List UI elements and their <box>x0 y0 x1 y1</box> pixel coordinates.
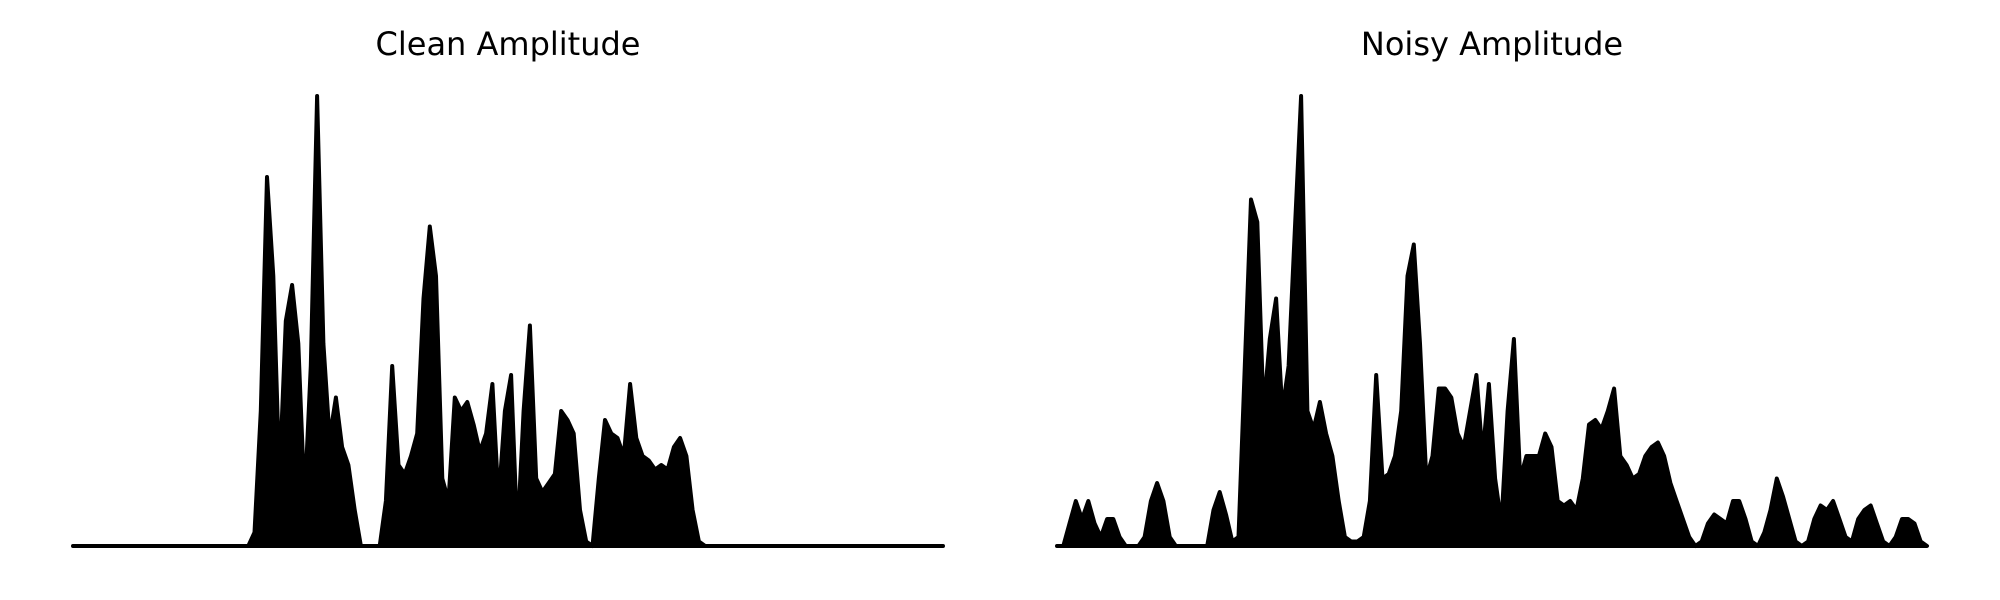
amplitude-area <box>71 94 945 548</box>
chart-title: Noisy Amplitude <box>1361 25 1623 63</box>
amplitude-area <box>1055 94 1929 548</box>
chart-title: Clean Amplitude <box>376 25 641 63</box>
